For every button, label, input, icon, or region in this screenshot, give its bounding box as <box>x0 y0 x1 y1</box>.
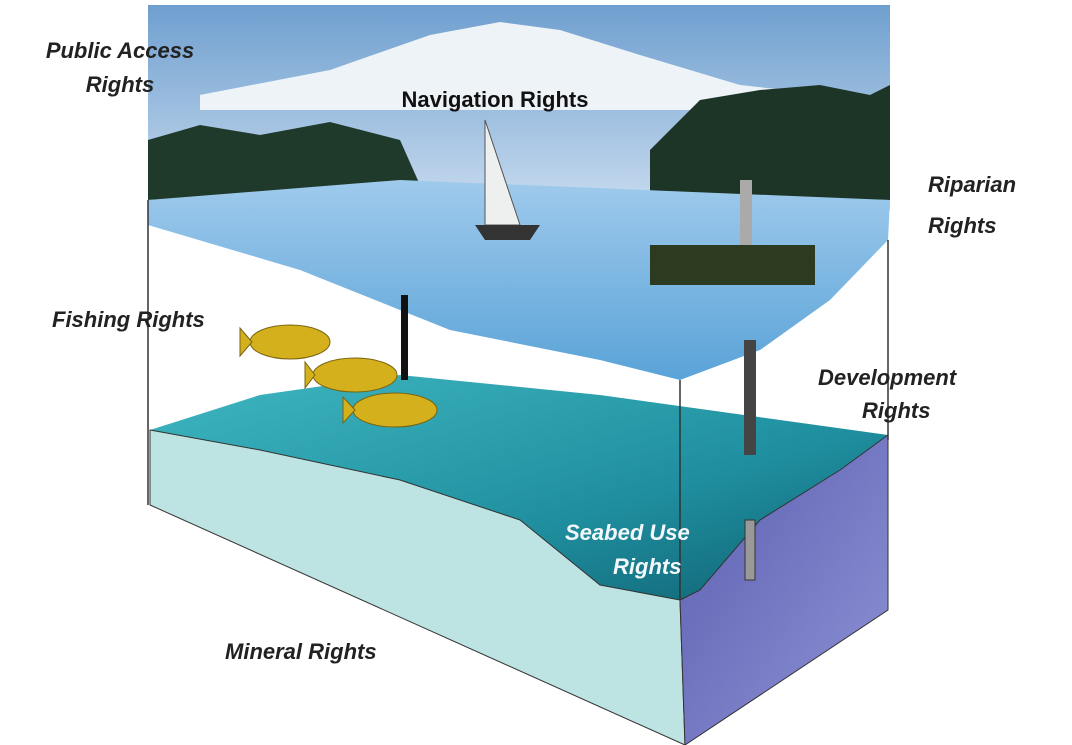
label: Riparian <box>928 172 1016 197</box>
label: Mineral Rights <box>225 639 377 664</box>
pole <box>744 519 756 581</box>
label: Seabed Use <box>565 520 690 545</box>
label: Rights <box>86 72 154 97</box>
pole <box>401 295 408 380</box>
mountain <box>200 22 830 110</box>
hull <box>475 225 540 240</box>
pole <box>744 340 756 455</box>
right-face <box>679 434 889 745</box>
labels: Public Access Rights Navigation Rights Ripa… <box>46 38 1016 664</box>
seabed <box>150 375 888 600</box>
fish <box>239 324 438 428</box>
derrick <box>740 180 752 245</box>
front-face <box>149 429 686 745</box>
label: Rights <box>862 398 930 423</box>
scene <box>147 5 890 745</box>
trees-left <box>148 122 420 200</box>
label: Development <box>818 365 958 390</box>
label: Rights <box>613 554 681 579</box>
water-surface <box>148 180 890 380</box>
label: Rights <box>928 213 996 238</box>
label: Fishing Rights <box>52 307 205 332</box>
label: Navigation Rights <box>401 87 588 112</box>
platform <box>650 245 815 285</box>
trees-right <box>650 85 890 200</box>
label: Public Access <box>46 38 194 63</box>
